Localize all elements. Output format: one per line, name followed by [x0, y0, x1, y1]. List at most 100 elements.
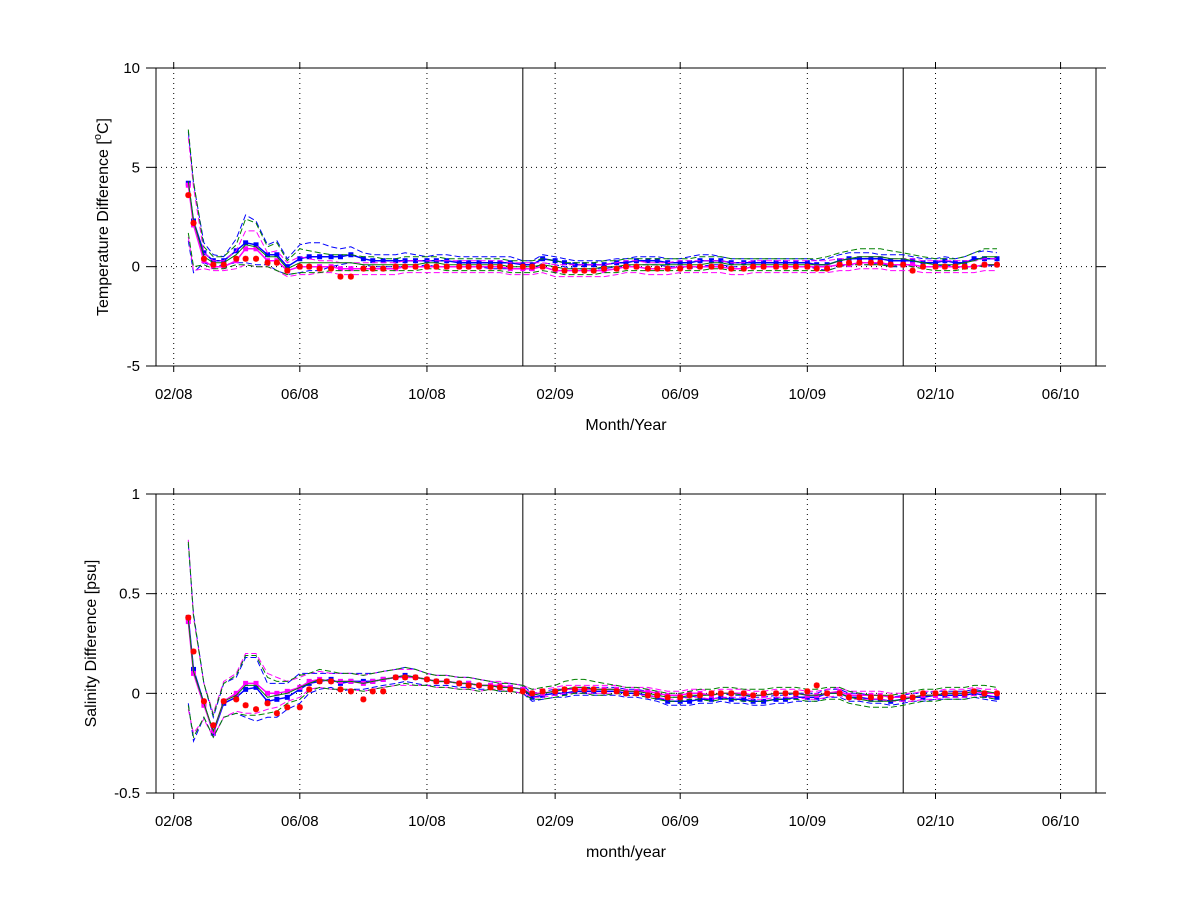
data-point: [328, 254, 334, 260]
data-point: [456, 680, 463, 687]
data-point: [741, 696, 747, 702]
data-point: [971, 256, 977, 262]
data-point: [242, 255, 249, 262]
data-point: [933, 260, 939, 266]
series-red: [185, 614, 1000, 729]
data-point: [487, 684, 494, 691]
data-point: [909, 267, 916, 274]
data-point: [284, 688, 290, 694]
data-point: [274, 690, 280, 696]
x-tick-label: 02/09: [536, 386, 574, 403]
data-point: [644, 692, 651, 699]
data-point: [253, 706, 260, 713]
data-point: [760, 690, 767, 697]
data-point: [253, 684, 259, 690]
data-point: [297, 256, 303, 262]
plot-area: [155, 493, 1097, 794]
y-axis-label: Temperature Difference [oC]: [92, 118, 112, 316]
data-point: [328, 678, 335, 685]
data-point: [773, 260, 779, 266]
series-green-lower-bound: [187, 232, 997, 276]
data-point: [273, 259, 280, 266]
data-point: [185, 182, 191, 188]
data-point: [380, 258, 386, 264]
data-point: [337, 266, 343, 272]
data-point: [920, 690, 927, 697]
data-point: [952, 690, 959, 697]
data-point: [200, 255, 207, 262]
data-point: [529, 690, 536, 697]
data-point: [243, 686, 249, 692]
data-point: [456, 260, 462, 266]
data-point: [623, 260, 629, 266]
data-point: [708, 696, 714, 702]
data-point: [942, 258, 948, 264]
data-point: [316, 678, 323, 685]
data-point: [856, 256, 862, 262]
data-point: [941, 690, 948, 697]
data-point: [877, 694, 884, 701]
data-point: [686, 263, 693, 270]
data-point: [773, 690, 780, 697]
data-point: [465, 682, 472, 689]
data-point: [846, 694, 853, 701]
series-red: [185, 192, 1000, 280]
data-point: [552, 265, 559, 272]
data-point: [654, 265, 661, 272]
data-point: [243, 246, 249, 252]
data-point: [306, 678, 312, 684]
y-axis-label-text: Temperature Difference [: [95, 140, 112, 316]
data-point: [274, 696, 280, 702]
data-point: [717, 263, 724, 270]
x-tick-label: 02/09: [536, 813, 574, 830]
data-point: [677, 694, 684, 701]
data-point: [253, 680, 259, 686]
data-point: [233, 690, 239, 696]
data-point: [507, 686, 514, 693]
data-point: [264, 259, 271, 266]
data-point: [412, 674, 419, 681]
data-point: [613, 688, 620, 695]
data-point: [412, 258, 418, 264]
data-point: [654, 692, 661, 699]
data-point: [316, 265, 323, 272]
series-green: [187, 129, 997, 276]
x-axis-label: month/year: [586, 844, 667, 861]
data-point: [529, 694, 535, 700]
data-point: [476, 263, 483, 270]
x-tick-label: 06/10: [1042, 386, 1080, 403]
data-point: [284, 264, 290, 270]
data-point: [887, 694, 894, 701]
data-point: [487, 263, 494, 270]
data-point: [824, 265, 831, 272]
data-point: [571, 686, 578, 693]
data-point: [253, 242, 259, 248]
x-tick-label: 10/09: [789, 813, 827, 830]
data-point: [220, 698, 227, 705]
data-point: [476, 682, 483, 689]
data-point: [856, 694, 863, 701]
data-point: [496, 263, 503, 270]
data-point: [519, 263, 526, 270]
data-point: [220, 261, 227, 268]
data-point: [836, 690, 843, 697]
data-point: [804, 263, 811, 270]
x-tick-label: 10/08: [408, 386, 446, 403]
data-point: [696, 263, 703, 270]
data-point: [284, 704, 291, 711]
data-point: [273, 710, 280, 717]
data-point: [185, 192, 192, 199]
data-point: [284, 267, 291, 274]
data-point: [456, 263, 463, 270]
data-point: [677, 265, 684, 272]
data-point: [971, 688, 978, 695]
data-point: [686, 692, 693, 699]
y-tick-label: -0.5: [114, 785, 140, 802]
data-point: [201, 250, 207, 256]
data-point: [750, 692, 757, 699]
data-point: [717, 690, 724, 697]
data-point: [813, 682, 820, 689]
series-magenta-upper-bound: [187, 539, 997, 715]
data-point: [476, 260, 482, 266]
